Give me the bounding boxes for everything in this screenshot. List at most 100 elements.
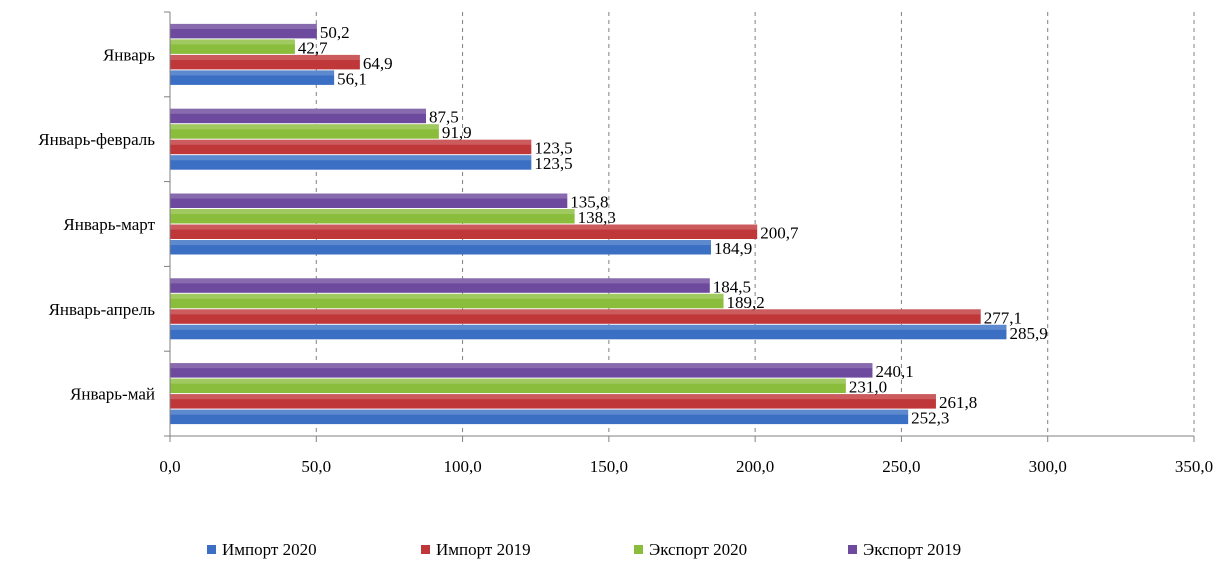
bar xyxy=(170,278,710,293)
bar xyxy=(170,70,335,85)
bar xyxy=(170,378,846,394)
bar-highlight xyxy=(170,139,532,145)
x-tick-label: 350,0 xyxy=(1175,457,1213,476)
legend-label: Экспорт 2020 xyxy=(649,540,747,559)
bar xyxy=(170,293,724,309)
bar xyxy=(170,39,295,54)
category-label: Январь xyxy=(103,45,155,64)
bar-group xyxy=(170,155,532,170)
bar xyxy=(170,240,711,255)
data-label: 123,5 xyxy=(534,154,572,173)
bar-highlight xyxy=(170,324,1007,330)
bar-group xyxy=(170,193,568,208)
bar-highlight xyxy=(170,54,360,60)
bar xyxy=(170,124,439,139)
bar-highlight xyxy=(170,224,758,230)
bar-highlight xyxy=(170,293,724,299)
data-label: 200,7 xyxy=(760,224,799,243)
bar xyxy=(170,394,936,409)
bar-highlight xyxy=(170,193,568,199)
bar-highlight xyxy=(170,378,846,384)
data-label: 56,1 xyxy=(337,69,367,88)
category-label: Январь-февраль xyxy=(38,130,155,149)
bar-highlight xyxy=(170,155,532,161)
data-label: 50,2 xyxy=(320,23,350,42)
category-label: Январь-апрель xyxy=(49,300,156,319)
bar-highlight xyxy=(170,240,711,246)
bar-highlight xyxy=(170,209,575,215)
category-label: Январь-май xyxy=(70,385,155,404)
data-label: 87,5 xyxy=(429,108,459,127)
axes: 0,0 50,0 100,0 150,0 200,0 250,0 300,0 350,0 Янв… xyxy=(38,11,1213,476)
bar xyxy=(170,363,873,378)
bar-highlight xyxy=(170,278,710,284)
bar-highlight xyxy=(170,409,909,415)
data-label: 64,9 xyxy=(363,54,393,73)
bar-group xyxy=(170,394,936,409)
bar-highlight xyxy=(170,70,335,76)
bars xyxy=(170,23,1007,425)
data-label: 240,1 xyxy=(875,362,913,381)
bar xyxy=(170,209,575,224)
bar-group xyxy=(170,54,360,70)
bar-group xyxy=(170,324,1007,340)
data-label: 135,8 xyxy=(570,193,608,212)
x-tick-label: 150,0 xyxy=(590,457,628,476)
legend-swatch xyxy=(848,545,857,554)
bar-group xyxy=(170,378,846,394)
bar-highlight xyxy=(170,309,981,315)
bar xyxy=(170,139,532,155)
bar-group xyxy=(170,278,710,293)
legend-swatch xyxy=(634,545,643,554)
data-label: 261,8 xyxy=(939,393,977,412)
bar-group xyxy=(170,70,335,85)
x-tick-label: 100,0 xyxy=(443,457,481,476)
x-tick-label: 0,0 xyxy=(159,457,180,476)
bar-highlight xyxy=(170,39,295,45)
data-label: 184,5 xyxy=(713,277,751,296)
bar xyxy=(170,193,568,208)
x-tick-label: 200,0 xyxy=(736,457,774,476)
bar-group xyxy=(170,409,909,425)
bar xyxy=(170,23,317,39)
bar xyxy=(170,309,981,324)
data-label: 123,5 xyxy=(534,139,572,158)
bar-highlight xyxy=(170,23,317,29)
bar-group xyxy=(170,363,873,378)
bar-group xyxy=(170,209,575,224)
data-label: 231,0 xyxy=(849,378,887,397)
data-label: 285,9 xyxy=(1009,324,1047,343)
legend-swatch xyxy=(207,545,216,554)
bar-highlight xyxy=(170,363,873,369)
bar xyxy=(170,108,426,124)
data-label: 138,3 xyxy=(578,208,616,227)
bar-group xyxy=(170,139,532,155)
bar xyxy=(170,324,1007,340)
bar-highlight xyxy=(170,394,936,400)
legend: Импорт 2020 Импорт 2019 Экспорт 2020 Экспор… xyxy=(207,540,961,559)
bar xyxy=(170,409,909,425)
bar xyxy=(170,224,758,239)
bar-group xyxy=(170,23,317,39)
bar-group xyxy=(170,309,981,324)
bar-group xyxy=(170,39,295,54)
bar-group xyxy=(170,124,439,139)
data-label: 189,2 xyxy=(727,293,765,312)
bar-group xyxy=(170,108,426,124)
data-label: 91,9 xyxy=(442,123,472,142)
data-label: 252,3 xyxy=(911,409,949,428)
legend-label: Импорт 2019 xyxy=(436,540,531,559)
bar xyxy=(170,155,532,170)
legend-swatch xyxy=(421,545,430,554)
legend-label: Импорт 2020 xyxy=(222,540,317,559)
legend-label: Экспорт 2019 xyxy=(863,540,961,559)
x-tick-label: 50,0 xyxy=(301,457,331,476)
data-label: 277,1 xyxy=(984,308,1022,327)
data-label: 184,9 xyxy=(714,239,752,258)
bar-highlight xyxy=(170,124,439,130)
bar-highlight xyxy=(170,108,426,114)
bar-group xyxy=(170,240,711,255)
